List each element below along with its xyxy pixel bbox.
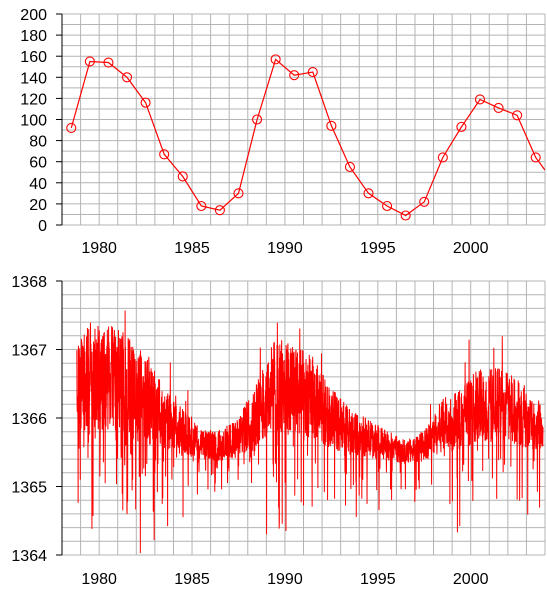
sunspot-number-panel: 0 20 40 60 80 100 120 140 160 180 200 1980 1985 1990 1…: [20, 7, 546, 257]
y-tick-label: 1364: [11, 548, 47, 565]
y-tick-label: 160: [20, 49, 47, 66]
y-tick-label: 180: [20, 28, 47, 45]
x-tick-label: 1980: [81, 240, 117, 257]
data-point-marker: [344, 161, 355, 173]
data-point-marker: [196, 200, 207, 212]
data-point-marker: [289, 70, 300, 81]
data-point-marker: [474, 94, 486, 105]
x-tick-label: 2000: [453, 571, 489, 588]
data-point-marker: [84, 56, 95, 67]
plot-area: [66, 54, 545, 221]
data-point-marker: [326, 120, 337, 131]
y-tick-label: 140: [20, 70, 47, 87]
y-tick-label: 120: [20, 91, 47, 108]
y-tick-label: 60: [29, 155, 47, 172]
x-tick-label: 1990: [267, 571, 303, 588]
x-tick-label: 1995: [360, 571, 396, 588]
data-point-marker: [214, 205, 225, 216]
plot-area: [76, 310, 544, 554]
y-tick-label: 20: [29, 197, 47, 214]
series-line: [76, 310, 544, 554]
data-point-marker: [493, 102, 504, 113]
data-point-marker: [252, 114, 263, 125]
y-tick-label: 40: [29, 176, 47, 193]
data-point-marker: [419, 196, 430, 207]
data-point-marker: [530, 152, 541, 163]
x-tick-label: 1995: [360, 240, 396, 257]
y-tick-label: 80: [29, 134, 47, 151]
grid: [61, 13, 546, 226]
y-tick-label: 0: [38, 218, 47, 235]
solar-irradiance-panel: 1364 1365 1366 1367 1368 1980 1985 1990 1995 2000: [11, 274, 546, 588]
x-tick-label: 1980: [81, 571, 117, 588]
data-point-marker: [233, 188, 244, 199]
data-point-marker: [363, 188, 374, 199]
series-line: [70, 58, 545, 217]
data-point-marker: [159, 149, 170, 160]
data-point-marker: [382, 200, 393, 212]
y-tick-label: 1365: [11, 480, 47, 497]
data-point-marker: [400, 210, 411, 221]
y-tick-label: 1366: [11, 411, 47, 428]
x-tick-label: 1985: [174, 571, 210, 588]
y-tick-label: 1368: [11, 274, 47, 291]
x-tick-label: 2000: [453, 240, 489, 257]
data-point-marker: [177, 171, 188, 182]
data-point-marker: [121, 72, 133, 83]
data-point-marker: [456, 121, 467, 132]
data-point-marker: [66, 122, 77, 133]
y-tick-label: 100: [20, 113, 47, 130]
data-point-marker: [140, 97, 151, 108]
x-tick-label: 1990: [267, 240, 303, 257]
y-tick-label: 200: [20, 7, 47, 24]
x-tick-label: 1985: [174, 240, 210, 257]
y-tick-label: 1367: [11, 343, 47, 360]
data-point-marker: [437, 152, 448, 163]
data-point-marker: [103, 57, 114, 68]
data-point-marker: [307, 66, 318, 78]
data-point-marker: [270, 54, 281, 65]
data-point-marker: [512, 110, 523, 121]
